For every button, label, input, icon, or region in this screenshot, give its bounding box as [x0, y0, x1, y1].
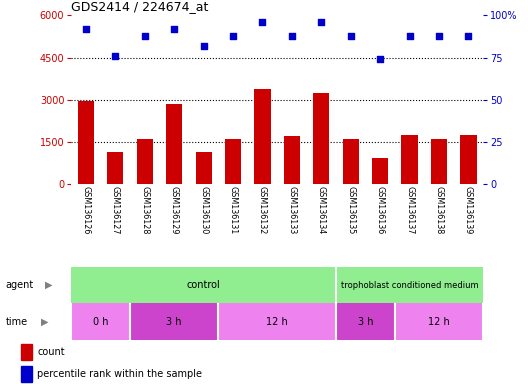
Point	[435, 33, 443, 39]
Bar	[372, 157, 388, 184]
Bar	[166, 104, 182, 184]
Text: agent: agent	[5, 280, 34, 290]
Text: 3 h: 3 h	[357, 316, 373, 327]
Text: GDS2414 / 224674_at: GDS2414 / 224674_at	[71, 0, 209, 13]
Text: percentile rank within the sample: percentile rank within the sample	[37, 369, 202, 379]
Bar	[343, 139, 359, 184]
Bar	[284, 136, 300, 184]
Bar	[225, 139, 241, 184]
Text: GSM136134: GSM136134	[317, 186, 326, 234]
Text: GSM136130: GSM136130	[199, 186, 208, 234]
Text: ▶: ▶	[41, 316, 49, 327]
Bar	[21, 344, 32, 360]
Text: GSM136129: GSM136129	[169, 186, 179, 235]
Bar	[137, 139, 153, 184]
Bar	[401, 135, 418, 184]
Bar	[254, 89, 270, 184]
Text: GSM136133: GSM136133	[287, 186, 296, 234]
Text: 0 h: 0 h	[93, 316, 108, 327]
Point	[82, 26, 90, 32]
Point	[229, 33, 237, 39]
Point	[317, 19, 326, 25]
Point	[258, 19, 267, 25]
Text: 12 h: 12 h	[266, 316, 288, 327]
Point	[140, 33, 149, 39]
Point	[376, 56, 384, 62]
Text: time: time	[5, 316, 27, 327]
Text: ▶: ▶	[45, 280, 52, 290]
Text: count: count	[37, 347, 65, 357]
Bar	[71, 303, 130, 340]
Point	[464, 33, 473, 39]
Text: GSM136126: GSM136126	[81, 186, 90, 234]
Point	[288, 33, 296, 39]
Text: 12 h: 12 h	[428, 316, 450, 327]
Bar	[431, 139, 447, 184]
Bar	[460, 135, 476, 184]
Text: GSM136136: GSM136136	[375, 186, 385, 234]
Point	[170, 26, 178, 32]
Point	[111, 53, 120, 59]
Point	[406, 33, 414, 39]
Text: GSM136135: GSM136135	[346, 186, 355, 234]
Text: control: control	[187, 280, 221, 290]
Text: GSM136131: GSM136131	[229, 186, 238, 234]
Bar	[395, 303, 483, 340]
Bar	[130, 303, 219, 340]
Bar	[78, 101, 94, 184]
Bar	[219, 303, 336, 340]
Text: 3 h: 3 h	[166, 316, 182, 327]
Bar	[71, 267, 336, 303]
Text: GSM136132: GSM136132	[258, 186, 267, 234]
Text: GSM136139: GSM136139	[464, 186, 473, 234]
Bar	[336, 303, 395, 340]
Bar	[21, 366, 32, 382]
Bar	[195, 152, 212, 184]
Bar	[336, 267, 483, 303]
Text: GSM136137: GSM136137	[405, 186, 414, 234]
Text: trophoblast conditioned medium: trophoblast conditioned medium	[341, 281, 478, 290]
Point	[346, 33, 355, 39]
Text: GSM136128: GSM136128	[140, 186, 149, 234]
Bar	[107, 152, 124, 184]
Text: GSM136127: GSM136127	[111, 186, 120, 235]
Point	[200, 43, 208, 49]
Bar	[313, 93, 329, 184]
Text: GSM136138: GSM136138	[435, 186, 444, 234]
